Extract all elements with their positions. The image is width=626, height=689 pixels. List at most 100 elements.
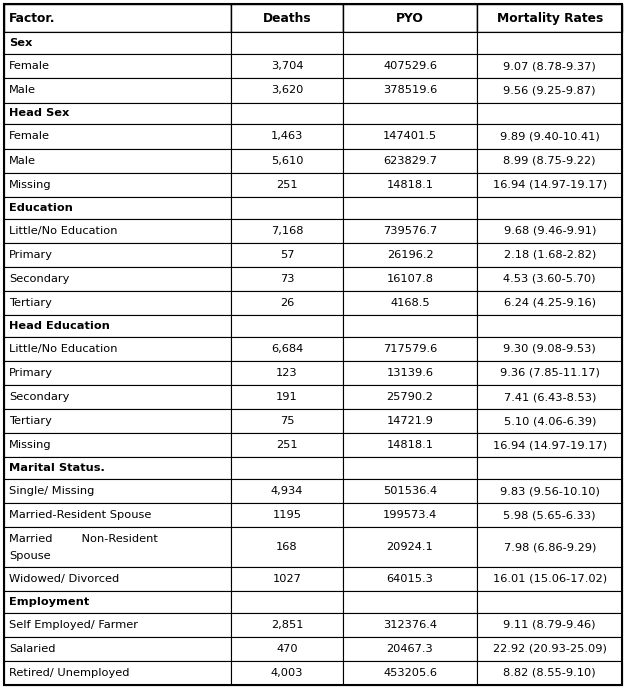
Bar [4, 4, 232, 32]
Bar [232, 337, 342, 361]
Text: 4.53 (3.60-5.70): 4.53 (3.60-5.70) [503, 274, 596, 284]
Bar [342, 661, 478, 685]
Bar [478, 527, 622, 567]
Bar [478, 79, 622, 103]
Bar [342, 567, 478, 591]
Bar [232, 125, 342, 149]
Text: 16.94 (14.97-19.17): 16.94 (14.97-19.17) [493, 440, 607, 450]
Bar [232, 267, 342, 291]
Bar [342, 125, 478, 149]
Bar [478, 361, 622, 385]
Bar [4, 409, 232, 433]
Text: Marital Status.: Marital Status. [9, 463, 105, 473]
Text: 199573.4: 199573.4 [383, 511, 437, 520]
Bar [232, 243, 342, 267]
Text: Head Education: Head Education [9, 321, 110, 331]
Text: 168: 168 [276, 542, 298, 552]
Bar [232, 4, 342, 32]
Bar [4, 503, 232, 527]
Bar [232, 385, 342, 409]
Bar [478, 125, 622, 149]
Bar [342, 218, 478, 243]
Bar [4, 361, 232, 385]
Bar [478, 337, 622, 361]
Bar [342, 591, 478, 613]
Bar [478, 218, 622, 243]
Bar [232, 196, 342, 218]
Text: 20924.1: 20924.1 [387, 542, 433, 552]
Bar [478, 567, 622, 591]
Text: 251: 251 [276, 180, 298, 189]
Bar [4, 479, 232, 503]
Bar [478, 243, 622, 267]
Bar [4, 527, 232, 567]
Text: Salaried: Salaried [9, 644, 56, 654]
Bar [4, 125, 232, 149]
Text: 717579.6: 717579.6 [383, 344, 437, 354]
Text: Secondary: Secondary [9, 274, 69, 284]
Text: Missing: Missing [9, 440, 51, 450]
Text: 623829.7: 623829.7 [383, 156, 437, 165]
Bar [232, 503, 342, 527]
Bar [342, 637, 478, 661]
Bar [4, 315, 232, 337]
Text: 123: 123 [276, 368, 298, 378]
Text: PYO: PYO [396, 12, 424, 25]
Text: 75: 75 [280, 416, 294, 426]
Bar [4, 457, 232, 479]
Text: 64015.3: 64015.3 [387, 574, 433, 584]
Text: 57: 57 [280, 249, 294, 260]
Bar [478, 173, 622, 196]
Text: 147401.5: 147401.5 [383, 132, 437, 141]
Text: 3,620: 3,620 [271, 85, 303, 96]
Text: 9.89 (9.40-10.41): 9.89 (9.40-10.41) [500, 132, 600, 141]
Bar [342, 267, 478, 291]
Text: Deaths: Deaths [263, 12, 311, 25]
Text: 7.41 (6.43-8.53): 7.41 (6.43-8.53) [503, 392, 596, 402]
Bar [232, 32, 342, 54]
Text: 16.94 (14.97-19.17): 16.94 (14.97-19.17) [493, 180, 607, 189]
Text: Sex: Sex [9, 39, 33, 48]
Text: 191: 191 [276, 392, 298, 402]
Bar [4, 661, 232, 685]
Bar [232, 591, 342, 613]
Text: 16.01 (15.06-17.02): 16.01 (15.06-17.02) [493, 574, 607, 584]
Bar [232, 149, 342, 173]
Bar [478, 54, 622, 79]
Text: 14721.9: 14721.9 [387, 416, 433, 426]
Text: 26: 26 [280, 298, 294, 308]
Bar [4, 79, 232, 103]
Text: Little/No Education: Little/No Education [9, 344, 118, 354]
Text: Missing: Missing [9, 180, 51, 189]
Bar [478, 457, 622, 479]
Text: 1195: 1195 [272, 511, 302, 520]
Bar [342, 613, 478, 637]
Text: Factor.: Factor. [9, 12, 56, 25]
Text: 6,684: 6,684 [271, 344, 303, 354]
Bar [4, 567, 232, 591]
Text: Married        Non-Resident: Married Non-Resident [9, 534, 158, 544]
Bar [4, 267, 232, 291]
Bar [232, 567, 342, 591]
Text: 9.68 (9.46-9.91): 9.68 (9.46-9.91) [503, 225, 596, 236]
Bar [342, 149, 478, 173]
Text: 9.56 (9.25-9.87): 9.56 (9.25-9.87) [503, 85, 596, 96]
Text: 22.92 (20.93-25.09): 22.92 (20.93-25.09) [493, 644, 607, 654]
Text: 5.98 (5.65-6.33): 5.98 (5.65-6.33) [503, 511, 596, 520]
Bar [342, 409, 478, 433]
Bar [478, 591, 622, 613]
Bar [478, 103, 622, 125]
Text: 9.30 (9.08-9.53): 9.30 (9.08-9.53) [503, 344, 596, 354]
Text: Self Employed/ Farmer: Self Employed/ Farmer [9, 620, 138, 630]
Bar [232, 173, 342, 196]
Bar [232, 661, 342, 685]
Text: 5,610: 5,610 [271, 156, 303, 165]
Bar [342, 315, 478, 337]
Text: 501536.4: 501536.4 [383, 486, 437, 496]
Bar [342, 103, 478, 125]
Text: 453205.6: 453205.6 [383, 668, 437, 678]
Text: Primary: Primary [9, 249, 53, 260]
Bar [232, 79, 342, 103]
Bar [232, 409, 342, 433]
Bar [342, 361, 478, 385]
